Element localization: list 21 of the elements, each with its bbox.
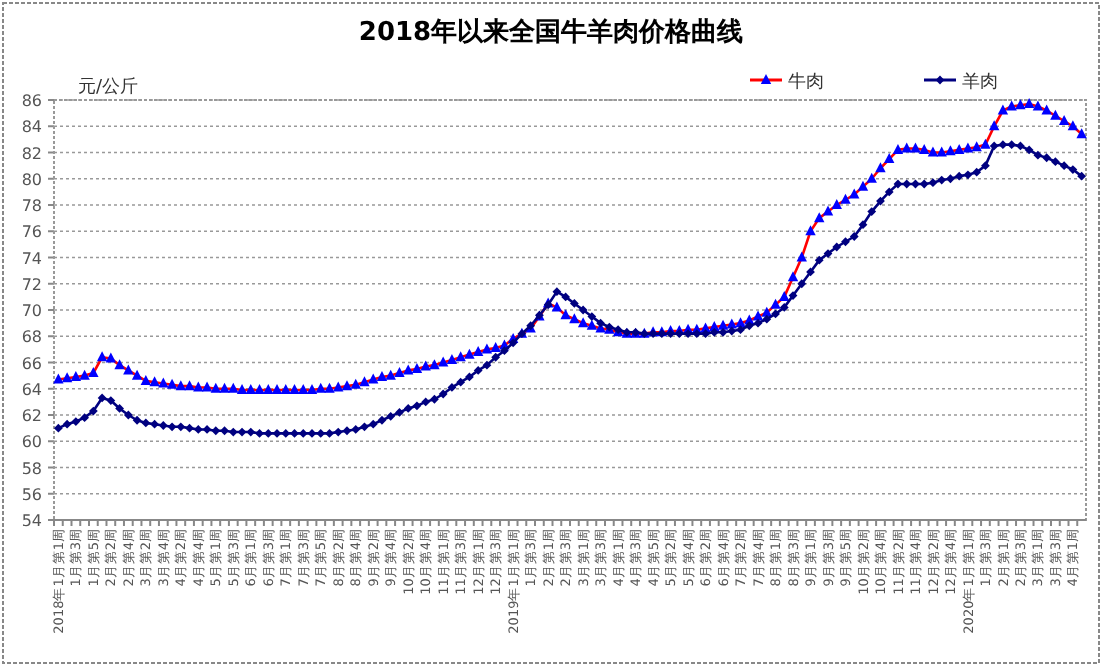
y-tick-label: 62 xyxy=(21,407,42,425)
y-tick-label: 70 xyxy=(21,302,42,320)
y-axis-title: 元/公斤 xyxy=(77,76,139,98)
legend-label: 牛肉 xyxy=(788,71,824,93)
y-tick-label: 64 xyxy=(21,380,42,399)
y-tick-label: 54 xyxy=(21,512,42,530)
y-tick-label: 60 xyxy=(21,433,42,452)
y-tick-label: 78 xyxy=(21,197,42,215)
y-tick-label: 58 xyxy=(21,459,42,478)
y-tick-label: 86 xyxy=(21,92,42,110)
legend-label: 羊肉 xyxy=(962,71,998,93)
y-tick-label: 82 xyxy=(21,144,42,163)
y-tick-label: 76 xyxy=(21,223,42,242)
y-tick-label: 80 xyxy=(21,170,42,189)
y-tick-label: 84 xyxy=(21,118,42,137)
y-tick-label: 74 xyxy=(21,249,42,268)
y-tick-label: 56 xyxy=(21,485,42,504)
y-tick-label: 66 xyxy=(21,354,42,373)
y-tick-label: 68 xyxy=(21,328,42,347)
chart-title: 2018年以来全国牛羊肉价格曲线 xyxy=(358,18,744,48)
y-tick-label: 72 xyxy=(21,275,42,294)
